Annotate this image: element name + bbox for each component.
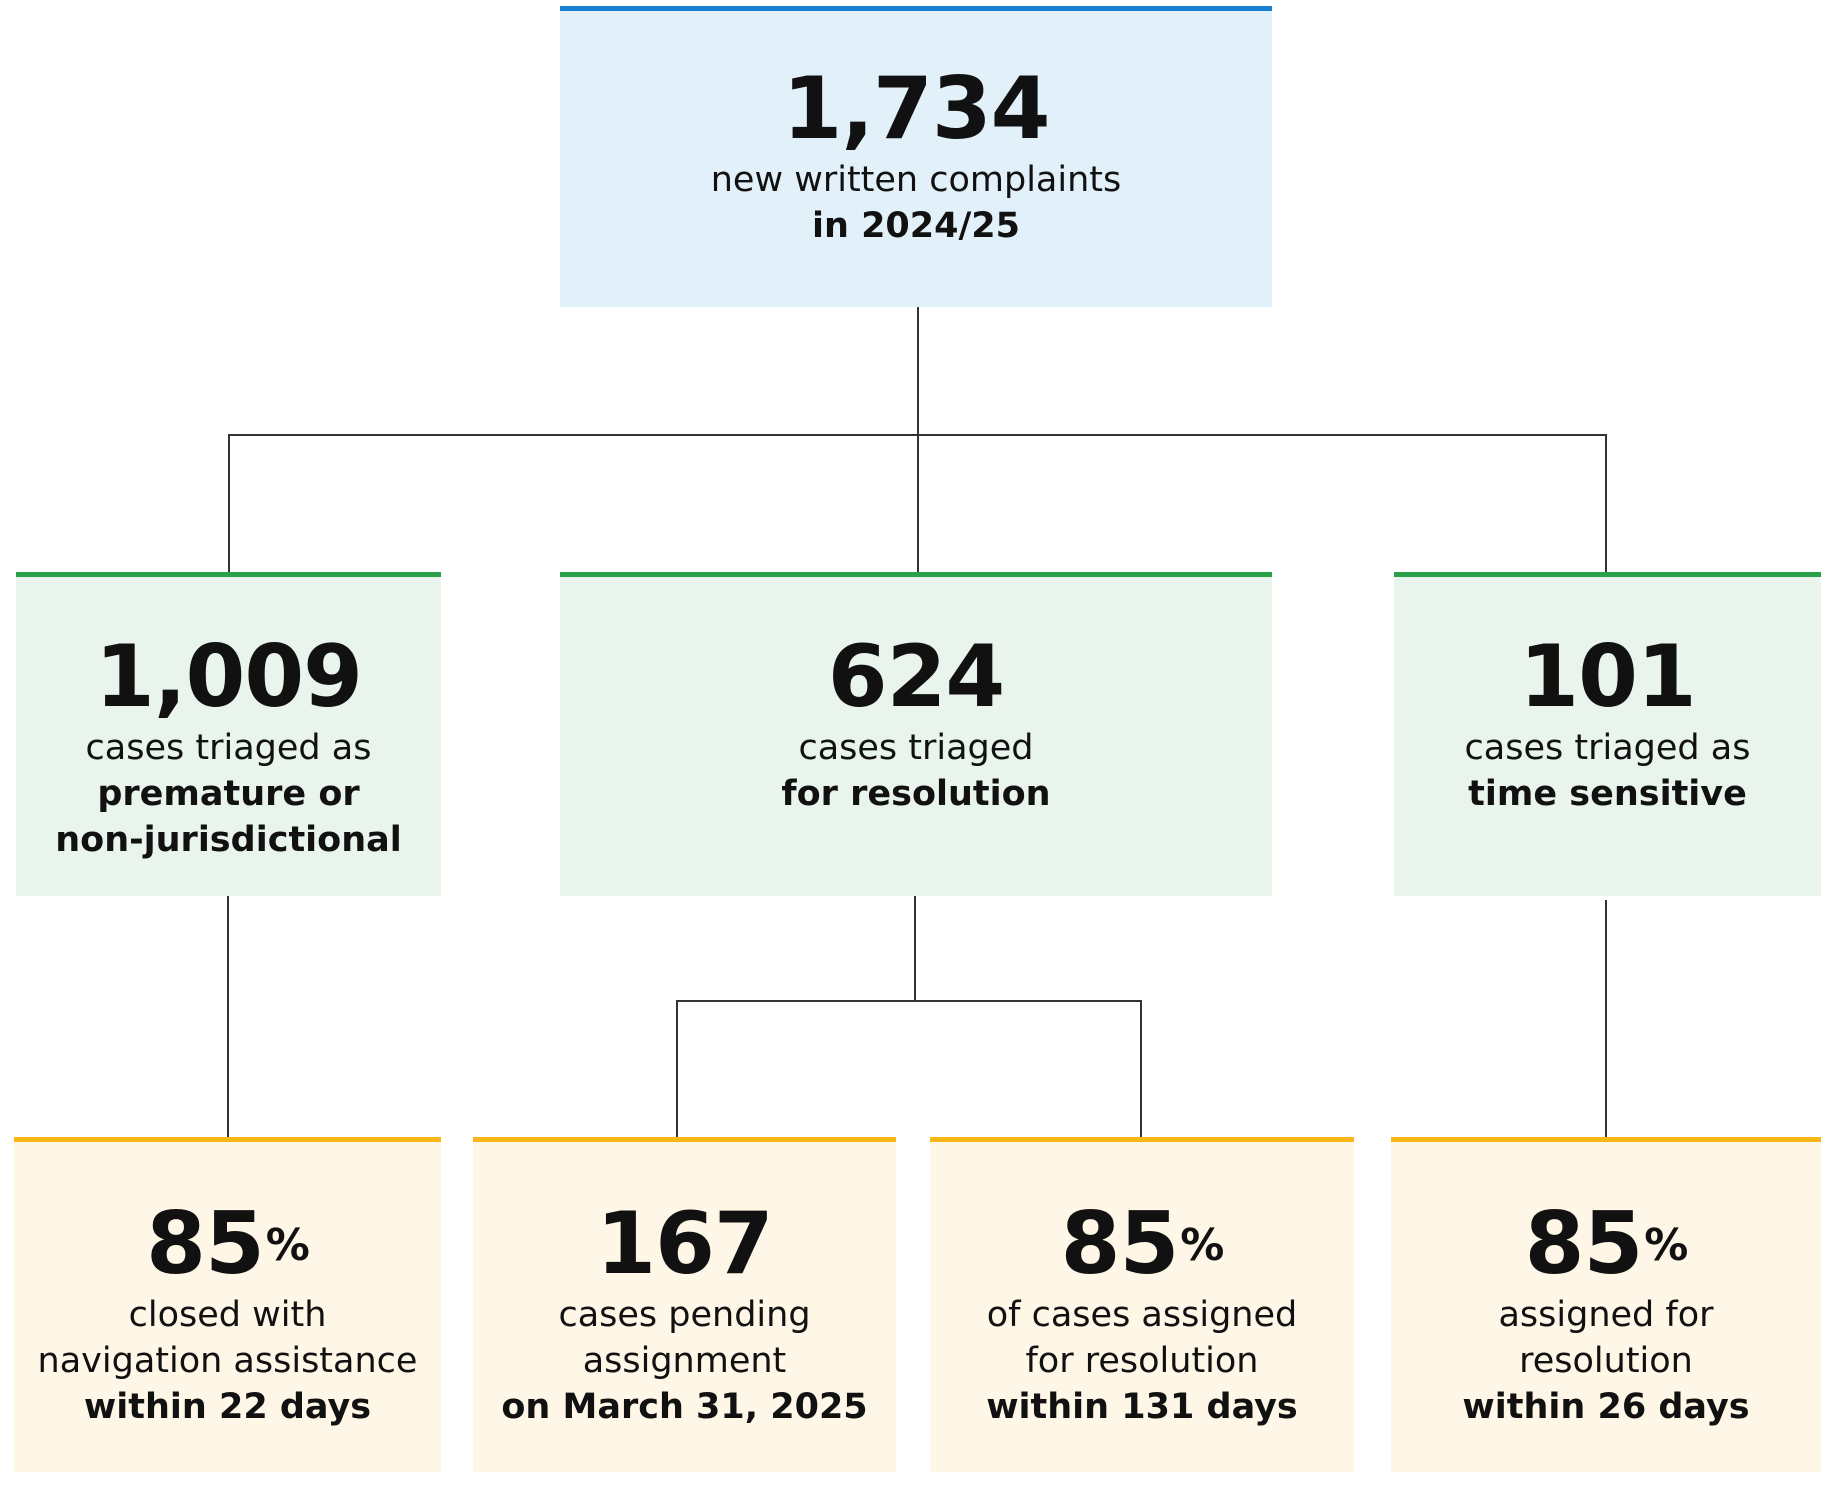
outcome-box-assigned: 85% of cases assigned for resolution wit…: [930, 1137, 1354, 1472]
connector-root: [228, 307, 1607, 572]
outcome-value: 85%: [1060, 1194, 1225, 1294]
outcome-value: 85%: [146, 1194, 310, 1294]
triage-box-premature: 1,009 cases triaged as premature or non-…: [16, 572, 441, 896]
outcome-line2: for resolution: [1025, 1341, 1259, 1381]
outcome-box-pending: 167 cases pending assignment on March 31…: [473, 1137, 896, 1472]
triage-value: 1,009: [94, 627, 363, 727]
triage-line1: cases triaged: [798, 728, 1034, 768]
outcome-number: 167: [596, 1194, 774, 1294]
outcome-box-time-sensitive: 85% assigned for resolution within 26 da…: [1391, 1137, 1821, 1472]
triage-box-resolution: 624 cases triaged for resolution: [560, 572, 1272, 896]
outcome-line3: within 26 days: [1462, 1387, 1750, 1427]
outcome-value: 167: [596, 1194, 774, 1294]
outcome-box-navigation: 85% closed with navigation assistance wi…: [14, 1137, 441, 1472]
root-line2: in 2024/25: [811, 206, 1020, 246]
percent-sign: %: [1644, 1220, 1688, 1271]
outcome-line2: navigation assistance: [37, 1341, 418, 1381]
connector-middle: [676, 896, 1142, 1137]
outcome-line3: within 22 days: [83, 1387, 372, 1427]
triage-line3: non-jurisdictional: [55, 820, 402, 860]
outcome-line1: closed with: [128, 1295, 327, 1335]
outcome-number: 85: [1060, 1194, 1180, 1294]
root-box: 1,734 new written complaints in 2024/25: [560, 6, 1272, 307]
outcome-line1: of cases assigned: [986, 1295, 1298, 1335]
percent-sign: %: [265, 1220, 310, 1271]
triage-line2: time sensitive: [1468, 774, 1747, 814]
outcome-line2: assignment: [582, 1341, 787, 1381]
triage-value: 624: [827, 627, 1006, 727]
triage-line2: for resolution: [781, 774, 1051, 814]
triage-box-time-sensitive: 101 cases triaged as time sensitive: [1394, 572, 1821, 896]
triage-line1: cases triaged as: [85, 728, 372, 768]
outcome-line3: within 131 days: [986, 1387, 1298, 1427]
outcome-line3: on March 31, 2025: [501, 1387, 868, 1427]
outcome-line1: cases pending: [558, 1295, 811, 1335]
triage-line2: premature or: [97, 774, 360, 814]
root-value: 1,734: [782, 59, 1050, 159]
triage-value: 101: [1519, 627, 1697, 727]
outcome-value: 85%: [1524, 1194, 1689, 1294]
root-line1: new written complaints: [710, 160, 1122, 200]
outcome-line2: resolution: [1519, 1341, 1693, 1381]
percent-sign: %: [1180, 1220, 1224, 1271]
outcome-number: 85: [1524, 1194, 1644, 1294]
triage-line1: cases triaged as: [1464, 728, 1751, 768]
outcome-line1: assigned for: [1498, 1295, 1714, 1335]
outcome-number: 85: [146, 1194, 265, 1294]
